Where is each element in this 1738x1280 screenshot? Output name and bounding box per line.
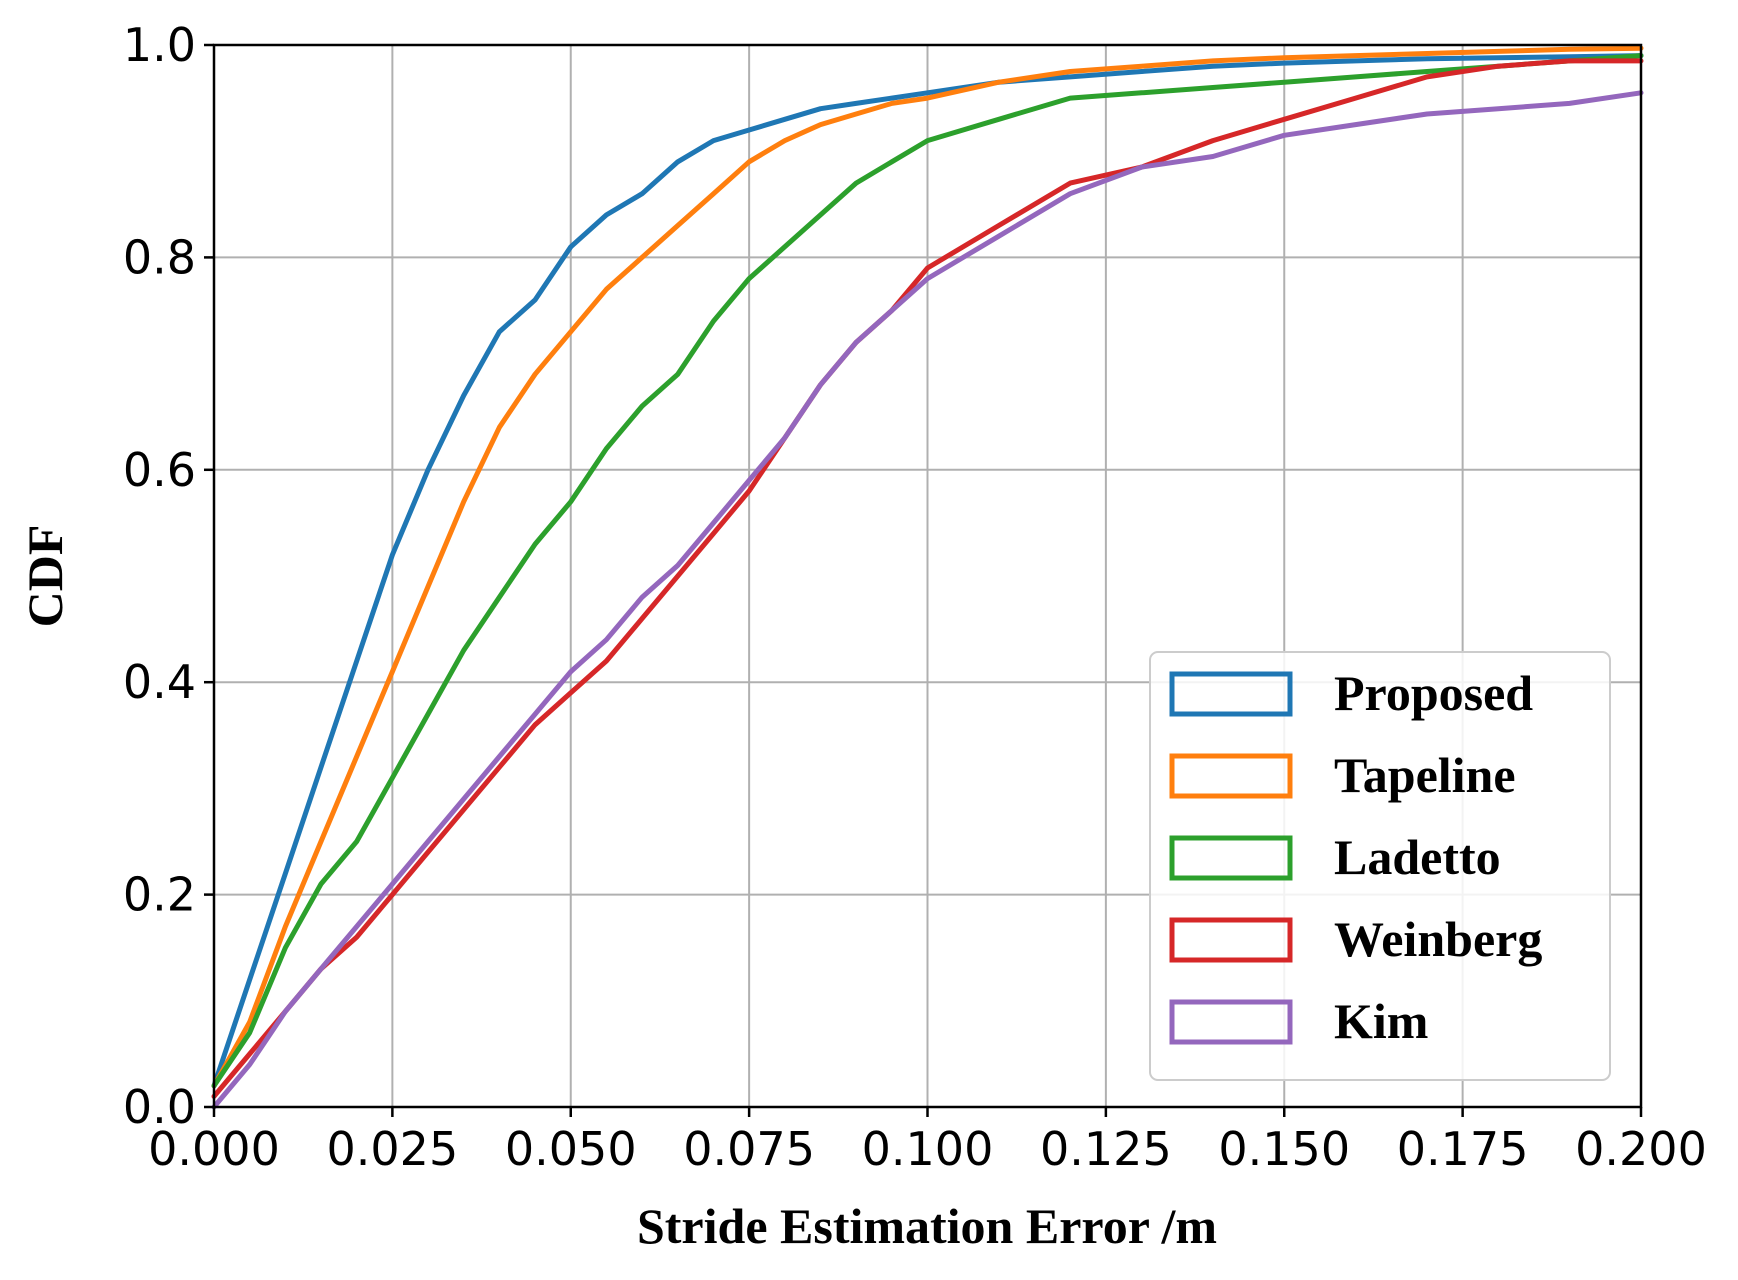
x-tick-label-3: 0.075 xyxy=(683,1122,815,1176)
y-axis-label: CDF xyxy=(17,525,73,628)
legend-swatch-tapeline xyxy=(1169,753,1293,799)
x-tick-label-1: 0.025 xyxy=(327,1122,459,1176)
y-tick-label-1: 0.2 xyxy=(123,868,196,922)
y-axis-ticks: 0.0 0.2 0.4 0.6 0.8 1.0 xyxy=(123,18,214,1134)
legend-label-proposed: Proposed xyxy=(1334,665,1533,721)
y-tick-label-5: 1.0 xyxy=(123,18,196,72)
legend-swatch-proposed xyxy=(1169,671,1293,717)
y-tick-label-0: 0.0 xyxy=(123,1080,196,1134)
x-axis-ticks: 0.000 0.025 0.050 0.075 0.100 0.125 0.150 0.175… xyxy=(148,1107,1707,1176)
grid-lines xyxy=(213,44,1642,1108)
series-line-ladetto xyxy=(211,53,1644,1089)
legend-label-tapeline: Tapeline xyxy=(1334,747,1516,803)
x-tick-label-5: 0.125 xyxy=(1040,1122,1172,1176)
legend-label-weinberg: Weinberg xyxy=(1334,911,1542,967)
legend-label-kim: Kim xyxy=(1334,993,1428,1049)
y-tick-label-2: 0.4 xyxy=(123,655,196,709)
legend-swatch-kim xyxy=(1169,999,1293,1045)
series-line-weinberg xyxy=(211,58,1644,1099)
y-tick-label-4: 0.8 xyxy=(123,230,196,284)
x-tick-label-8: 0.200 xyxy=(1575,1122,1707,1176)
series-lines xyxy=(211,45,1644,1110)
x-tick-label-6: 0.150 xyxy=(1218,1122,1350,1176)
legend: Proposed Tapeline Ladetto Weinberg Kim xyxy=(1149,651,1611,1081)
legend-label-ladetto: Ladetto xyxy=(1334,829,1501,885)
series-line-tapeline xyxy=(211,45,1644,1089)
legend-box xyxy=(1149,651,1611,1081)
x-tick-label-0: 0.000 xyxy=(148,1122,280,1176)
series-line-proposed xyxy=(211,53,1644,1089)
x-tick-label-4: 0.100 xyxy=(862,1122,994,1176)
x-tick-label-2: 0.050 xyxy=(505,1122,637,1176)
legend-swatch-weinberg xyxy=(1169,917,1293,963)
y-tick-label-3: 0.6 xyxy=(123,443,196,497)
series-line-kim xyxy=(211,90,1644,1110)
x-tick-label-7: 0.175 xyxy=(1397,1122,1529,1176)
legend-swatch-ladetto xyxy=(1169,835,1293,881)
x-axis-label: Stride Estimation Error /m xyxy=(637,1198,1217,1254)
